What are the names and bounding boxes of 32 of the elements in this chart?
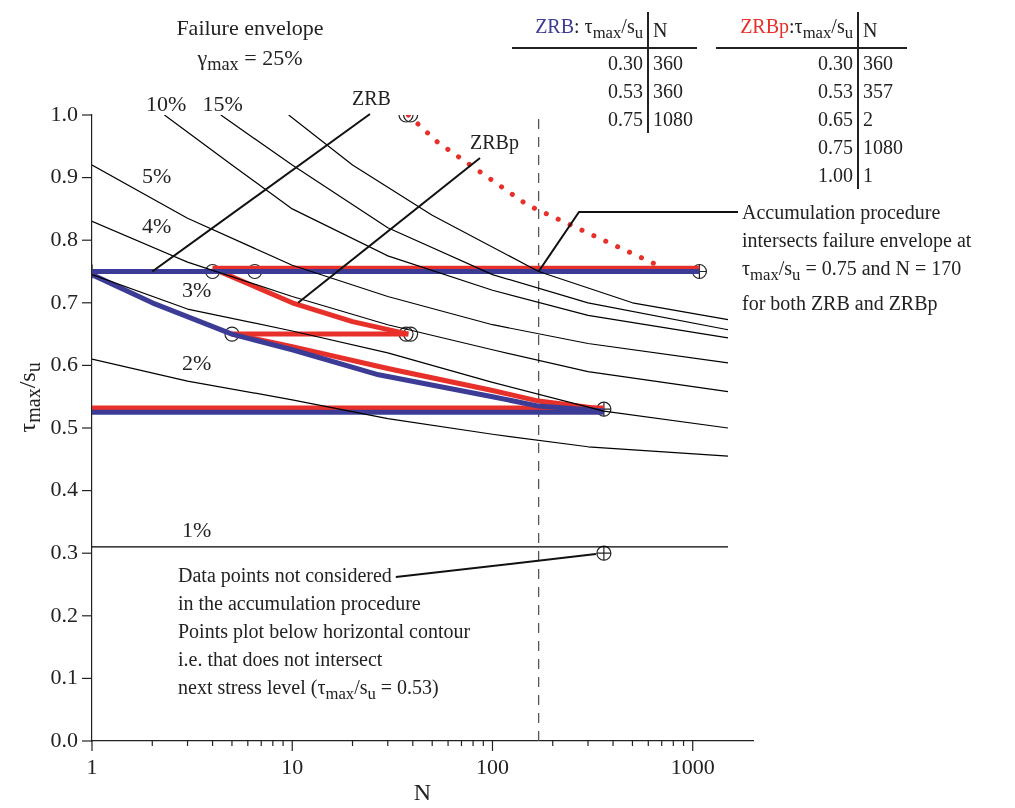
chart-subtitle: γ$_{max}$ = 25%	[196, 44, 304, 77]
text: ZRBp:τ$_{max}$/s$_{u}$ N 0.30 360 0.53 357 0.65 2 0.75 1080 1.00 1	[740, 15, 903, 186]
y-tick-label: 0.7	[50, 288, 78, 314]
annotation: Points plot below horizontal contour i.e. that does not intersect next stress level (τ$_{max}$/s$_{u}$ = 0.53)	[178, 619, 471, 705]
y-tick-label: 0.3	[50, 538, 78, 564]
y-tick-label: 0.2	[50, 601, 78, 627]
series-label: 15%	[202, 91, 243, 116]
x-tick-label: 1	[86, 753, 98, 779]
y-tick-label: 0.5	[50, 413, 78, 439]
series-label: 5%	[142, 162, 172, 188]
series-label: 1%	[182, 516, 212, 542]
series-label: 10%	[146, 91, 187, 116]
annotation: ZRBp	[470, 130, 519, 156]
annotation: ZRB	[352, 86, 391, 111]
x-tick-label: 10	[281, 753, 304, 779]
x-axis-title: N	[412, 778, 433, 806]
annotation: Accumulation procedure intersects failure envelope at τ$_{max}$/s$_{u}$ = 0.75 and N = 170 for both ZRB and ZRBp	[742, 200, 972, 317]
x-tick-label: 1000	[670, 753, 715, 779]
x-tick-label: 100	[475, 753, 509, 779]
chart-title: Failure envelope	[175, 14, 325, 42]
y-tick-label: 0.1	[50, 664, 78, 690]
y-tick-label: 0.8	[50, 225, 78, 251]
series-label: 3%	[182, 277, 212, 303]
series-label: 4%	[142, 212, 172, 238]
annotation: Data points not considered in the accumulation procedure	[178, 563, 421, 617]
series-label: 2%	[182, 349, 212, 375]
y-tick-label: 0.6	[50, 351, 78, 377]
y-tick-label: 0.9	[50, 163, 78, 189]
text: ZRB: τ$_{max}$/s$_{u}$ N 0.30 360 0.53 360 0.75 1080	[535, 15, 693, 130]
y-tick-label: 0.0	[50, 726, 78, 752]
y-tick-label: 1.0	[50, 100, 78, 126]
y-tick-label: 0.4	[50, 476, 78, 502]
